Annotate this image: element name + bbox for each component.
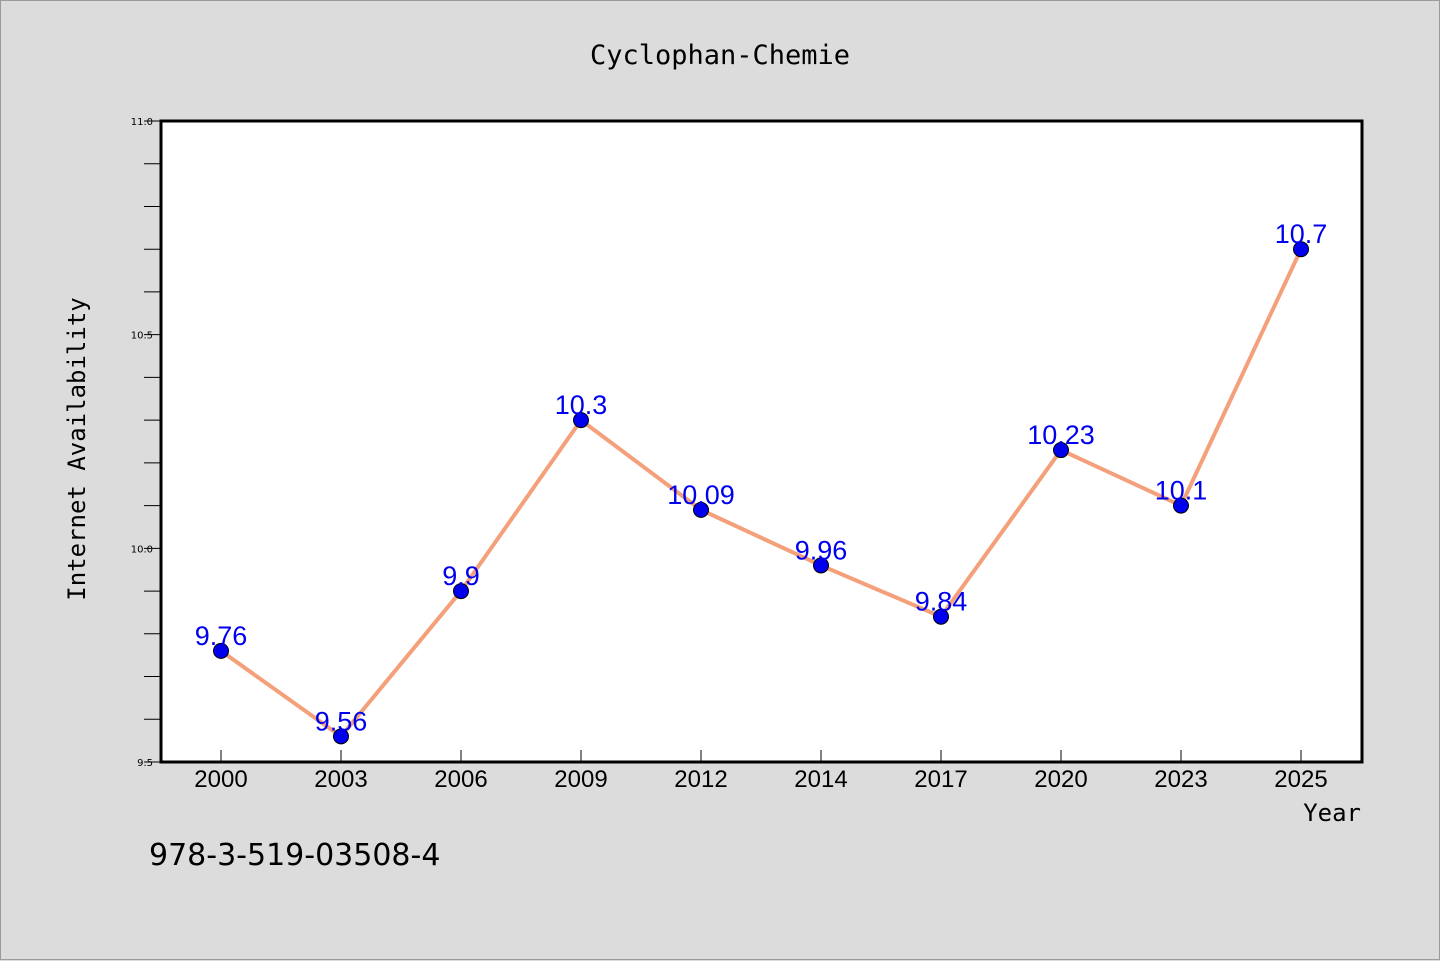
data-point — [933, 608, 949, 625]
series-markers — [213, 241, 1309, 745]
data-label: 9.76 — [195, 621, 248, 651]
x-tick-label: 2006 — [434, 766, 487, 793]
x-tick-label: 2020 — [1034, 766, 1087, 793]
x-tick-label: 2009 — [554, 766, 607, 793]
data-point — [1173, 497, 1189, 514]
x-tick-label: 2012 — [674, 766, 727, 793]
data-point — [453, 583, 469, 600]
series-line — [219, 248, 1303, 739]
y-axis-label: Internet Availability — [63, 297, 91, 600]
x-tick-label: 2025 — [1274, 766, 1327, 793]
x-tick-label: 2017 — [914, 766, 967, 793]
data-label: 9.9 — [442, 561, 480, 591]
chart-title: Cyclophan-Chemie — [590, 40, 850, 71]
footer-isbn: 978-3-519-03508-4 — [149, 838, 440, 873]
data-point — [573, 412, 589, 429]
data-label: 9.84 — [915, 587, 968, 617]
x-tick-label: 2003 — [314, 766, 367, 793]
data-label: 10.1 — [1155, 476, 1208, 506]
x-axis-label: Year — [1303, 799, 1361, 827]
x-axis: 2000 2003 2006 2009 2012 2014 2017 2020 2023 2025 — [194, 750, 1328, 793]
data-labels: 9.76 9.56 9.9 10.3 10.09 9.96 9.84 10.23 10.1 10.… — [195, 219, 1328, 736]
y-tick-label: 10.0 — [131, 544, 153, 555]
x-tick-label: 2000 — [194, 766, 247, 793]
data-point — [1293, 241, 1309, 258]
y-tick-label: 9.5 — [137, 758, 153, 769]
plot-area — [159, 119, 1364, 764]
data-point — [333, 728, 349, 745]
x-tick-label: 2014 — [794, 766, 847, 793]
data-point — [213, 642, 229, 659]
data-point — [693, 501, 709, 518]
data-point — [813, 557, 829, 574]
y-axis: 9.5 10.0 10.5 11.0 — [131, 117, 161, 769]
data-label: 10.7 — [1275, 219, 1328, 249]
data-label: 9.56 — [315, 706, 368, 736]
y-tick-label: 11.0 — [131, 117, 153, 128]
data-point — [1053, 442, 1069, 459]
data-label: 9.96 — [795, 535, 848, 565]
data-label: 10.09 — [667, 480, 735, 510]
y-tick-label: 10.5 — [131, 331, 153, 342]
x-tick-label: 2023 — [1154, 766, 1207, 793]
data-label: 10.3 — [555, 390, 608, 420]
data-label: 10.23 — [1027, 420, 1095, 450]
